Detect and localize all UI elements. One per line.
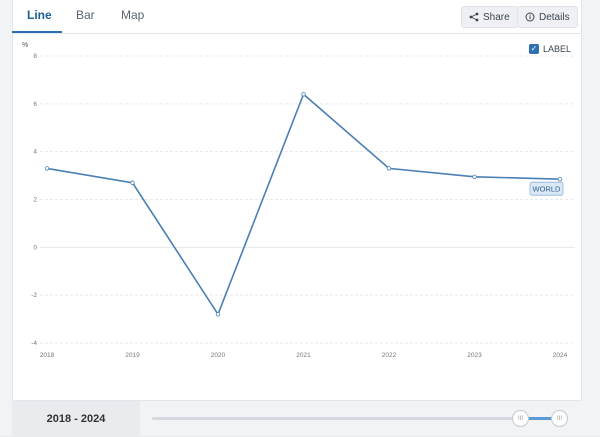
data-point[interactable] [44, 166, 50, 171]
series-end-label-text: WORLD [533, 185, 562, 194]
range-handle-start[interactable]: III [512, 410, 529, 427]
share-button[interactable]: Share [461, 6, 518, 28]
line-chart: 8 6 4 2 0 -2 -4 2018 2019 2020 2021 2022 2023 2024 W… [31, 53, 575, 359]
active-tab-indicator [12, 31, 62, 33]
y-tick-label: 6 [33, 101, 37, 108]
y-tick-label: 2 [33, 197, 37, 204]
tab-bar-chart[interactable]: Bar [76, 8, 95, 22]
y-tick-label: 8 [33, 53, 37, 60]
tab-bar: Line Bar Map Share Details [12, 0, 582, 34]
tab-line[interactable]: Line [27, 8, 52, 22]
legend-label-text: LABEL [542, 44, 571, 54]
range-slider-fill [519, 417, 557, 420]
x-tick-label: 2021 [296, 352, 311, 359]
data-point[interactable] [130, 180, 135, 185]
data-point[interactable] [301, 92, 306, 97]
series-line-world[interactable] [46, 92, 561, 317]
data-point[interactable] [215, 312, 221, 317]
details-label: Details [539, 11, 570, 23]
y-tick-label: -2 [31, 292, 37, 299]
x-tick-label: 2018 [40, 352, 55, 359]
x-tick-label: 2020 [211, 352, 226, 359]
share-icon [469, 12, 479, 22]
legend-label-toggle[interactable]: ✓ LABEL [528, 44, 571, 54]
range-bar: 2018 - 2024 III III [12, 400, 582, 437]
x-tick-label: 2019 [125, 352, 140, 359]
data-point[interactable] [386, 166, 392, 171]
y-tick-label: -4 [31, 340, 37, 347]
x-tick-label: 2023 [467, 352, 482, 359]
range-slider-track[interactable] [152, 417, 562, 420]
share-label: Share [483, 11, 510, 23]
checkbox-checked-icon[interactable]: ✓ [528, 44, 539, 54]
range-handle-end[interactable]: III [551, 410, 568, 427]
y-axis-unit: % [22, 42, 29, 49]
y-tick-label: 4 [33, 149, 37, 156]
info-icon [525, 12, 535, 22]
data-point[interactable] [472, 174, 477, 179]
data-point[interactable] [557, 176, 563, 182]
series-end-label: WORLD [529, 181, 564, 196]
details-button[interactable]: Details [517, 6, 578, 28]
range-label: 2018 - 2024 [12, 401, 140, 437]
x-tick-label: 2024 [553, 352, 568, 359]
x-tick-label: 2022 [382, 352, 397, 359]
tab-map[interactable]: Map [121, 8, 145, 22]
y-tick-label: 0 [33, 244, 37, 251]
